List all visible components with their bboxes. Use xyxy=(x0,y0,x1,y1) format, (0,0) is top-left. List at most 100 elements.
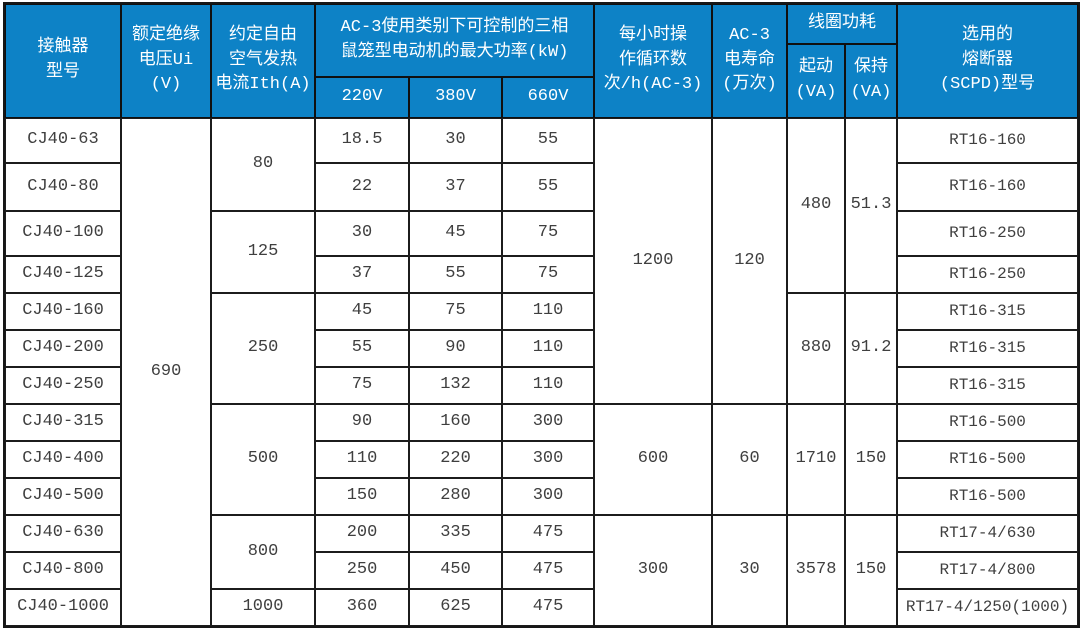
cell-p380-r11: 335 xyxy=(409,515,502,552)
cell-ops-300: 300 xyxy=(594,515,712,626)
cell-p220-r9: 110 xyxy=(315,441,409,478)
header-contactor-model: 接触器 型号 xyxy=(5,4,121,118)
cell-p220-r12: 250 xyxy=(315,552,409,589)
cell-p220-r8: 90 xyxy=(315,404,409,441)
header-220v: 220V xyxy=(315,77,409,118)
cell-p220-r6: 55 xyxy=(315,330,409,367)
cell-p660-r3: 75 xyxy=(502,211,594,256)
cell-ops-600: 600 xyxy=(594,404,712,515)
cell-p660-r11: 475 xyxy=(502,515,594,552)
cell-model-cj40-200: CJ40-200 xyxy=(5,330,121,367)
cell-model-cj40-500: CJ40-500 xyxy=(5,478,121,515)
cell-model-cj40-630: CJ40-630 xyxy=(5,515,121,552)
cell-p220-r11: 200 xyxy=(315,515,409,552)
cell-life-30: 30 xyxy=(712,515,787,626)
cell-fuse-r8: RT16-500 xyxy=(897,404,1078,441)
cell-p660-r8: 300 xyxy=(502,404,594,441)
cell-model-cj40-63: CJ40-63 xyxy=(5,118,121,163)
header-start-va: 起动 (VA) xyxy=(787,44,845,118)
cell-fuse-r5: RT16-315 xyxy=(897,293,1078,330)
cell-ith-80: 80 xyxy=(211,118,315,211)
cell-life-120: 120 xyxy=(712,118,787,404)
header-ac3-max-power: AC-3使用类别下可控制的三相 鼠笼型电动机的最大功率(kW) xyxy=(315,4,594,77)
cell-p220-r3: 30 xyxy=(315,211,409,256)
cell-p660-r12: 475 xyxy=(502,552,594,589)
cell-fuse-r13: RT17-4/1250(1000) xyxy=(897,589,1078,626)
cell-fuse-r3: RT16-250 xyxy=(897,211,1078,256)
cell-p380-r12: 450 xyxy=(409,552,502,589)
cell-start-1710: 1710 xyxy=(787,404,845,515)
cell-p380-r4: 55 xyxy=(409,256,502,293)
header-rated-insulation-voltage: 额定绝缘 电压Ui (V) xyxy=(121,4,211,118)
cell-fuse-r7: RT16-315 xyxy=(897,367,1078,404)
header-operating-cycles: 每小时操 作循环数 次/h(AC-3) xyxy=(594,4,712,118)
cell-p660-r2: 55 xyxy=(502,163,594,211)
cell-p660-r9: 300 xyxy=(502,441,594,478)
header-380v: 380V xyxy=(409,77,502,118)
cell-model-cj40-400: CJ40-400 xyxy=(5,441,121,478)
cell-p220-r4: 37 xyxy=(315,256,409,293)
header-coil-power: 线圈功耗 xyxy=(787,4,897,44)
header-hold-va: 保持 (VA) xyxy=(845,44,897,118)
cell-p380-r3: 45 xyxy=(409,211,502,256)
cell-fuse-r10: RT16-500 xyxy=(897,478,1078,515)
cell-ui-voltage-690: 690 xyxy=(121,118,211,626)
cell-ith-250: 250 xyxy=(211,293,315,404)
cell-fuse-r1: RT16-160 xyxy=(897,118,1078,163)
cell-p380-r1: 30 xyxy=(409,118,502,163)
cell-start-3578: 3578 xyxy=(787,515,845,626)
cell-ith-1000: 1000 xyxy=(211,589,315,626)
cell-p660-r5: 110 xyxy=(502,293,594,330)
cell-p220-r10: 150 xyxy=(315,478,409,515)
cell-p380-r9: 220 xyxy=(409,441,502,478)
cell-p660-r13: 475 xyxy=(502,589,594,626)
header-conventional-thermal-current: 约定自由 空气发热 电流Ith(A) xyxy=(211,4,315,118)
cell-p220-r13: 360 xyxy=(315,589,409,626)
cell-p220-r7: 75 xyxy=(315,367,409,404)
cell-hold-51-3: 51.3 xyxy=(845,118,897,293)
cell-model-cj40-315: CJ40-315 xyxy=(5,404,121,441)
cell-p380-r6: 90 xyxy=(409,330,502,367)
cell-p380-r7: 132 xyxy=(409,367,502,404)
cell-p660-r7: 110 xyxy=(502,367,594,404)
cell-model-cj40-100: CJ40-100 xyxy=(5,211,121,256)
cell-fuse-r11: RT17-4/630 xyxy=(897,515,1078,552)
cell-ops-1200: 1200 xyxy=(594,118,712,404)
cell-p380-r5: 75 xyxy=(409,293,502,330)
cell-p660-r10: 300 xyxy=(502,478,594,515)
cell-fuse-r4: RT16-250 xyxy=(897,256,1078,293)
cell-p660-r4: 75 xyxy=(502,256,594,293)
cell-start-480: 480 xyxy=(787,118,845,293)
header-fuse-model: 选用的 熔断器 (SCPD)型号 xyxy=(897,4,1078,118)
cell-p380-r8: 160 xyxy=(409,404,502,441)
cell-fuse-r12: RT17-4/800 xyxy=(897,552,1078,589)
cell-ith-800: 800 xyxy=(211,515,315,589)
cell-fuse-r6: RT16-315 xyxy=(897,330,1078,367)
header-ac3-electrical-life: AC-3 电寿命 (万次) xyxy=(712,4,787,118)
cell-hold-150b: 150 xyxy=(845,515,897,626)
cell-hold-91-2: 91.2 xyxy=(845,293,897,404)
cell-p660-r6: 110 xyxy=(502,330,594,367)
cell-life-60: 60 xyxy=(712,404,787,515)
cell-model-cj40-80: CJ40-80 xyxy=(5,163,121,211)
cell-p220-r2: 22 xyxy=(315,163,409,211)
cell-fuse-r9: RT16-500 xyxy=(897,441,1078,478)
contactor-spec-table: 接触器 型号 额定绝缘 电压Ui (V) 约定自由 空气发热 电流Ith(A) … xyxy=(3,2,1080,628)
cell-start-880: 880 xyxy=(787,293,845,404)
cell-ith-500: 500 xyxy=(211,404,315,515)
cell-ith-125: 125 xyxy=(211,211,315,293)
cell-p380-r2: 37 xyxy=(409,163,502,211)
cell-model-cj40-250: CJ40-250 xyxy=(5,367,121,404)
cell-p660-r1: 55 xyxy=(502,118,594,163)
cell-model-cj40-1000: CJ40-1000 xyxy=(5,589,121,626)
cell-model-cj40-160: CJ40-160 xyxy=(5,293,121,330)
cell-model-cj40-125: CJ40-125 xyxy=(5,256,121,293)
cell-p220-r5: 45 xyxy=(315,293,409,330)
cell-model-cj40-800: CJ40-800 xyxy=(5,552,121,589)
header-660v: 660V xyxy=(502,77,594,118)
cell-hold-150a: 150 xyxy=(845,404,897,515)
cell-p220-r1: 18.5 xyxy=(315,118,409,163)
cell-p380-r10: 280 xyxy=(409,478,502,515)
cell-fuse-r2: RT16-160 xyxy=(897,163,1078,211)
